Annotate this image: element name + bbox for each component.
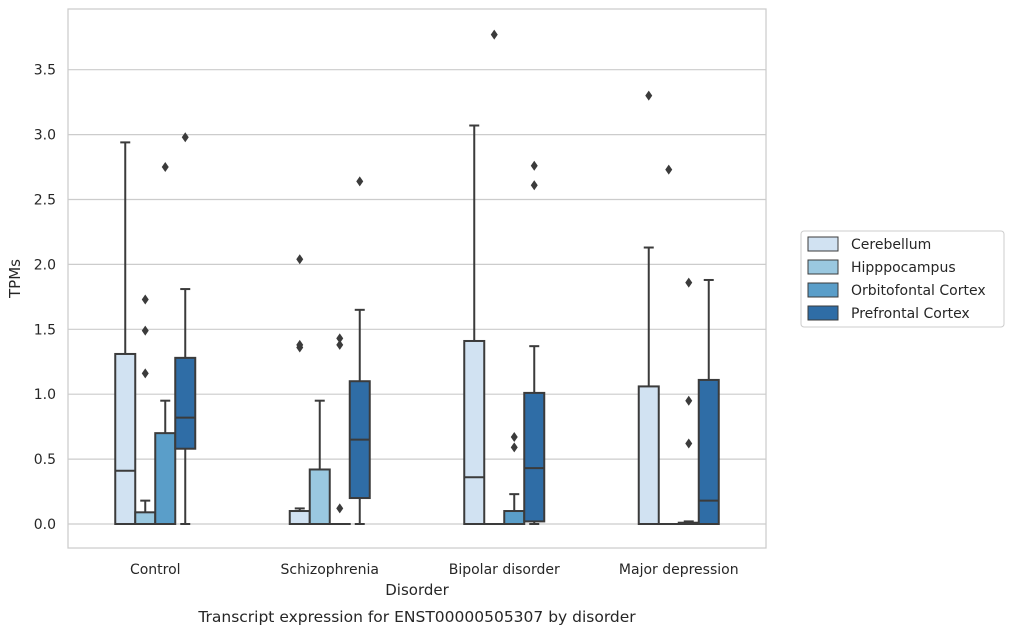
y-tick-label: 3.0 — [34, 128, 56, 144]
outlier-point — [685, 277, 693, 288]
outlier-point — [336, 339, 344, 350]
box-plots — [114, 29, 720, 526]
box-plot — [114, 141, 137, 525]
box — [154, 432, 177, 526]
outlier-point — [141, 368, 149, 379]
outlier-point — [161, 162, 169, 173]
y-tick-labels: 0.0 0.5 1.0 1.5 2.0 2.5 3.0 3.5 — [34, 63, 56, 533]
box-plot — [328, 333, 351, 526]
legend-items: Cerebellum Hipppocampus Orbitofontal Corte… — [807, 236, 986, 322]
legend-swatch — [807, 305, 839, 321]
box-plot — [637, 90, 660, 525]
legend-label: Prefrontal Cortex — [851, 306, 970, 322]
outlier-point — [141, 325, 149, 336]
legend-label: Orbitofontal Cortex — [851, 283, 986, 299]
box-plot — [697, 278, 720, 525]
outlier-point — [296, 339, 304, 350]
box — [308, 468, 331, 526]
outlier-point — [685, 395, 693, 406]
x-tick-label: Major depression — [619, 562, 739, 578]
box-plot — [463, 124, 486, 525]
box — [463, 339, 486, 525]
y-tick-label: 0.0 — [34, 517, 56, 533]
legend-swatch — [807, 282, 839, 298]
y-tick-label: 1.0 — [34, 387, 56, 403]
legend: Cerebellum Hipppocampus Orbitofontal Corte… — [800, 230, 1005, 328]
box — [503, 510, 526, 525]
outlier-point — [356, 176, 364, 187]
box-plot — [503, 432, 526, 525]
box — [637, 385, 660, 525]
chart-title: Transcript expression for ENST0000050530… — [197, 608, 636, 626]
y-axis-label: TPMs — [6, 259, 24, 299]
outlier-point — [685, 438, 693, 449]
plot-frame — [67, 8, 767, 549]
y-tick-label: 2.5 — [34, 193, 56, 209]
outlier-point — [665, 164, 673, 175]
x-tick-label: Bipolar disorder — [449, 562, 560, 578]
outlier-point — [336, 333, 344, 344]
x-axis-label: Disorder — [385, 581, 449, 599]
x-tick-label: Control — [130, 562, 181, 578]
box-plot — [174, 132, 197, 525]
outlier-point — [510, 442, 518, 453]
box-plot — [288, 254, 311, 525]
legend-swatch — [807, 259, 839, 275]
outlier-point — [181, 132, 189, 143]
outlier-point — [530, 160, 538, 171]
x-tick-label: Schizophrenia — [281, 562, 379, 578]
box-plot — [308, 399, 331, 526]
x-tick-labels: Control Schizophrenia Bipolar disorder Majo… — [130, 562, 739, 578]
box — [288, 510, 311, 525]
box — [134, 511, 157, 525]
legend-label: Hipppocampus — [851, 260, 956, 276]
legend-swatch — [807, 236, 839, 252]
legend-label: Cerebellum — [851, 237, 931, 253]
outlier-point — [510, 432, 518, 443]
box-plot — [134, 294, 157, 525]
box-plot — [523, 160, 546, 525]
outlier-point — [296, 254, 304, 265]
outlier-point — [645, 90, 653, 101]
outlier-point — [141, 294, 149, 305]
outlier-point — [530, 180, 538, 191]
outlier-point — [336, 503, 344, 514]
y-tick-label: 2.0 — [34, 257, 56, 273]
y-tick-label: 3.5 — [34, 63, 56, 79]
box — [697, 378, 720, 525]
box-plot — [348, 176, 371, 525]
legend-frame — [800, 230, 1005, 328]
box-plot — [154, 162, 177, 526]
y-tick-label: 0.5 — [34, 452, 56, 468]
plot-area: 0.0 0.5 1.0 1.5 2.0 2.5 3.0 3.5 — [34, 8, 767, 549]
box — [174, 356, 197, 450]
box — [114, 352, 137, 525]
outlier-point — [490, 29, 498, 40]
box — [523, 391, 546, 523]
y-tick-label: 1.5 — [34, 322, 56, 338]
